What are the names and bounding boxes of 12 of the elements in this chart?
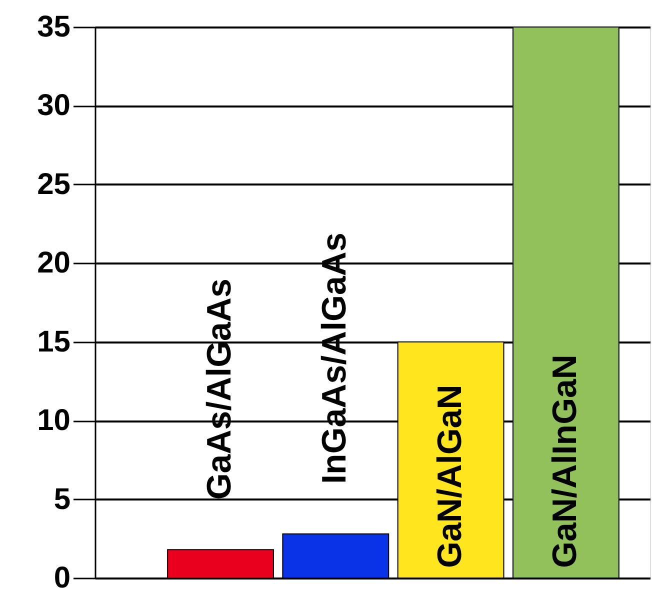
x-tick-label: InGaAs/AlGaAs <box>316 232 354 484</box>
y-tick-label: 25 <box>37 168 70 201</box>
y-tick-label: 0 <box>54 562 70 594</box>
y-tick-label: 30 <box>37 89 70 122</box>
y-tick-label: 5 <box>54 482 70 516</box>
x-tick-label: GaAs/AlGaAs <box>200 278 239 500</box>
y-tick-label: 35 <box>37 10 70 44</box>
x-tick-label: GaN/AlGaN <box>430 384 469 568</box>
y-tick-label: 20 <box>37 246 70 280</box>
y-tick-label: 15 <box>37 325 70 358</box>
x-tick-label: GaN/AlInGaN <box>546 354 584 568</box>
y-tick-label: 10 <box>37 404 70 438</box>
